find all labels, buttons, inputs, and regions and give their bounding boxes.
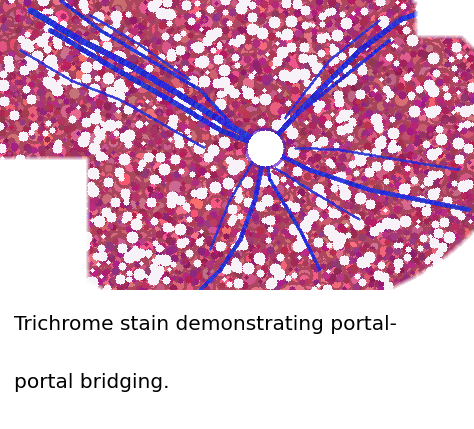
Text: portal bridging.: portal bridging. <box>14 373 170 393</box>
Text: Trichrome stain demonstrating portal-: Trichrome stain demonstrating portal- <box>14 315 397 334</box>
